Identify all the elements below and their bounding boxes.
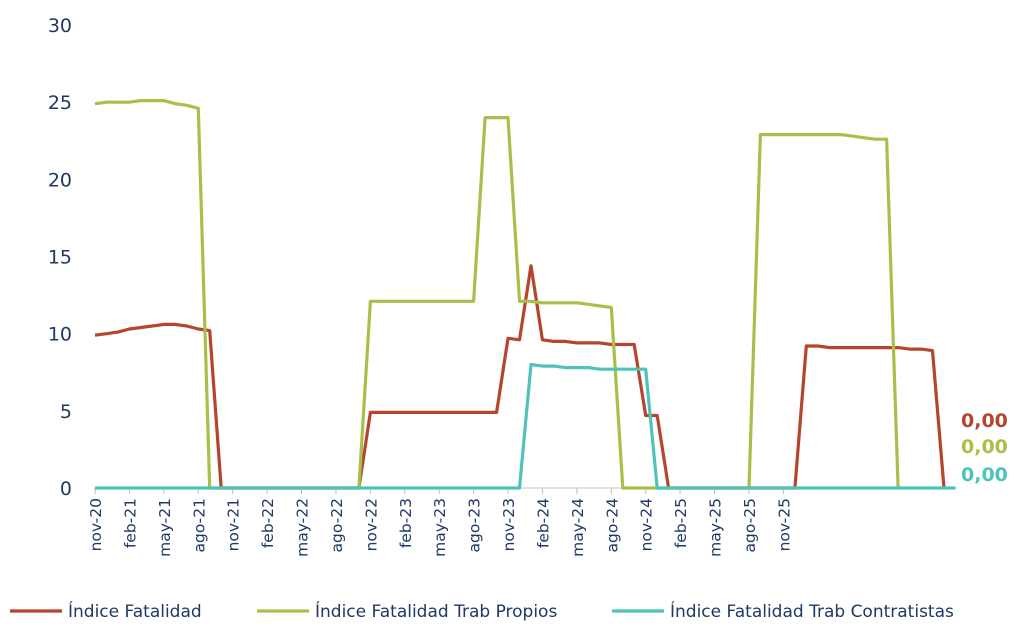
y-tick-label: 0 bbox=[60, 478, 72, 500]
series-line-3 bbox=[95, 362, 956, 490]
x-tick-label: nov-20 bbox=[87, 498, 105, 551]
x-tick-label: ago-25 bbox=[741, 498, 759, 552]
x-axis-ticks: nov-20 feb-21 may-21 ago-21 nov-21 feb-22 may-… bbox=[87, 488, 793, 557]
legend-label: Índice Fatalidad Trab Propios bbox=[315, 600, 557, 622]
x-tick-label: ago-23 bbox=[466, 498, 484, 552]
x-tick-label: may-23 bbox=[431, 498, 449, 557]
legend-item: Índice Fatalidad Trab Propios bbox=[257, 600, 557, 622]
series-lines bbox=[94, 98, 956, 490]
x-tick-label: feb-21 bbox=[121, 498, 139, 548]
legend-item: Índice Fatalidad bbox=[10, 600, 202, 622]
x-tick-label: ago-24 bbox=[603, 498, 621, 552]
end-value-label: 0,00 bbox=[961, 464, 1008, 486]
x-tick-label: may-21 bbox=[156, 498, 174, 557]
y-tick-label: 15 bbox=[48, 247, 72, 269]
x-tick-label: ago-21 bbox=[190, 498, 208, 552]
x-tick-label: ago-22 bbox=[328, 498, 346, 552]
x-tick-label: may-24 bbox=[569, 498, 587, 557]
y-tick-label: 5 bbox=[60, 401, 72, 423]
legend-label: Índice Fatalidad bbox=[68, 600, 202, 622]
y-tick-label: 20 bbox=[48, 169, 72, 191]
x-tick-label: feb-25 bbox=[672, 498, 690, 548]
x-tick-label: may-25 bbox=[707, 498, 725, 557]
x-tick-label: nov-25 bbox=[775, 498, 793, 551]
end-value-labels: 0,00 0,00 0,00 bbox=[961, 410, 1008, 486]
end-value-label: 0,00 bbox=[961, 410, 1008, 432]
y-tick-label: 25 bbox=[48, 92, 72, 114]
legend-item: Índice Fatalidad Trab Contratistas bbox=[612, 600, 954, 622]
x-tick-label: feb-22 bbox=[259, 498, 277, 548]
y-tick-label: 10 bbox=[48, 324, 72, 346]
x-tick-label: nov-21 bbox=[225, 498, 243, 551]
x-tick-label: may-22 bbox=[294, 498, 312, 557]
x-tick-label: nov-22 bbox=[362, 498, 380, 551]
y-axis-ticks: 0 5 10 15 20 25 30 bbox=[48, 15, 72, 500]
legend: Índice Fatalidad Índice Fatalidad Trab Pr… bbox=[10, 600, 954, 622]
end-value-label: 0,00 bbox=[961, 436, 1008, 458]
x-tick-label: nov-23 bbox=[500, 498, 518, 551]
y-tick-label: 30 bbox=[48, 15, 72, 37]
legend-label: Índice Fatalidad Trab Contratistas bbox=[670, 600, 954, 622]
x-tick-label: feb-24 bbox=[534, 498, 552, 548]
x-tick-label: feb-23 bbox=[397, 498, 415, 548]
x-tick-label: nov-24 bbox=[638, 498, 656, 551]
